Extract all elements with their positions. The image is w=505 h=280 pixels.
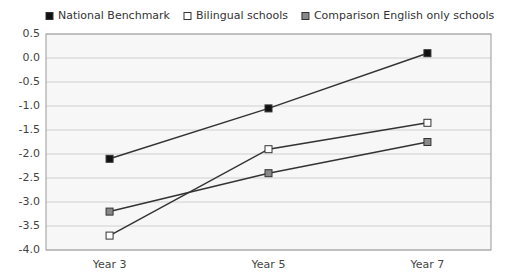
marker	[265, 170, 272, 177]
marker	[106, 208, 113, 215]
y-tick-label: -2.5	[19, 171, 40, 184]
y-tick-label: -3.5	[19, 219, 40, 232]
grid-line	[46, 226, 491, 227]
marker	[265, 146, 272, 153]
y-tick-label: -4.0	[19, 243, 40, 256]
x-tick-label: Year 5	[251, 258, 286, 271]
marker	[424, 50, 431, 57]
y-tick-label: -1.5	[19, 123, 40, 136]
x-axis: Year 3 Year 5 Year 7	[92, 258, 445, 271]
grid-line	[46, 58, 491, 59]
legend-label: Bilingual schools	[196, 9, 288, 22]
legend: National Benchmark Bilingual schools Compa…	[46, 9, 495, 22]
grid-line	[46, 82, 491, 83]
marker	[106, 232, 113, 239]
y-tick-label: 0.5	[23, 27, 41, 40]
grid-line	[46, 154, 491, 155]
grid-line	[46, 178, 491, 179]
series	[106, 50, 431, 163]
line	[110, 123, 428, 236]
legend-label: National Benchmark	[58, 9, 171, 22]
x-tick-label: Year 7	[410, 258, 445, 271]
grid-line	[46, 202, 491, 203]
legend-marker	[302, 13, 309, 20]
series-group	[106, 50, 431, 239]
y-tick-label: 0.0	[23, 51, 41, 64]
marker	[424, 119, 431, 126]
chart: 0.5 0.0 -0.5 -1.0 -1.5 -2.0 -2.5 -3.0 -3.5 -4.0 Ye…	[0, 0, 505, 280]
plot-frame	[46, 34, 491, 250]
legend-marker	[46, 13, 53, 20]
series	[106, 119, 431, 239]
marker	[424, 139, 431, 146]
legend-label: Comparison English only schools	[314, 9, 495, 22]
plot-area	[46, 34, 491, 250]
y-tick-label: -3.0	[19, 195, 40, 208]
legend-marker	[184, 13, 191, 20]
marker	[106, 155, 113, 162]
y-tick-label: -1.0	[19, 99, 40, 112]
y-tick-label: -2.0	[19, 147, 40, 160]
y-tick-label: -0.5	[19, 75, 40, 88]
series	[106, 139, 431, 216]
x-tick-label: Year 3	[92, 258, 127, 271]
y-axis: 0.5 0.0 -0.5 -1.0 -1.5 -2.0 -2.5 -3.0 -3.5 -4.0	[19, 27, 491, 256]
line	[110, 53, 428, 159]
marker	[265, 105, 272, 112]
line	[110, 142, 428, 212]
grid-line	[46, 130, 491, 131]
